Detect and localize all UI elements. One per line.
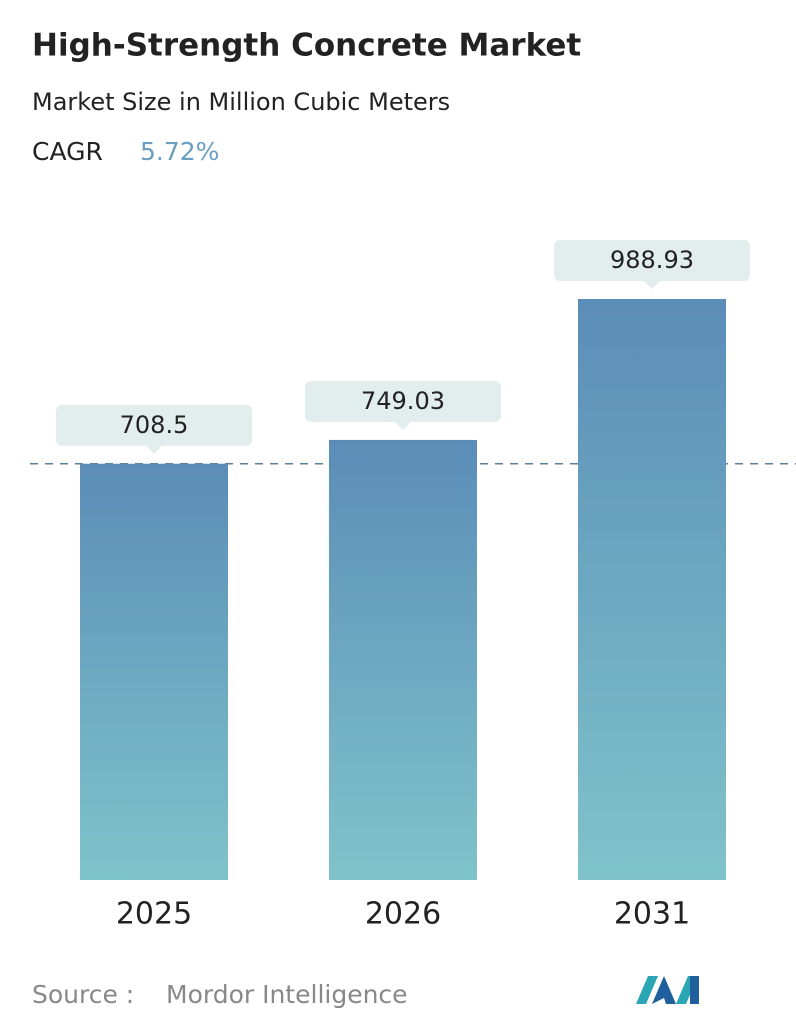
value-label-pointer [146,445,162,454]
bar [578,299,726,880]
x-tick-label: 2025 [116,897,192,932]
chart-subtitle: Market Size in Million Cubic Meters [32,88,450,116]
cagr-value: 5.72% [140,137,219,166]
value-label-box [305,380,501,422]
value-label-pointer [644,281,660,289]
x-tick-label: 2026 [365,897,441,932]
value-label-box [554,240,750,281]
plot: 708.5 2025 749.03 2026 988.93 2031 [30,240,796,932]
bar [329,439,477,880]
source: Mordor Intelligence [166,980,408,1009]
value-label: 749.03 [361,387,445,415]
source-label: Source : [32,980,134,1009]
value-label: 708.5 [120,411,189,439]
logo [636,976,699,1004]
x-tick-label: 2031 [614,897,690,932]
bar [80,463,228,880]
value-label-pointer [395,421,411,430]
chart-title: High-Strength Concrete Market [32,28,581,64]
cagr-label: CAGR [32,137,103,166]
value-label: 988.93 [610,246,694,274]
value-label-box [56,404,252,446]
